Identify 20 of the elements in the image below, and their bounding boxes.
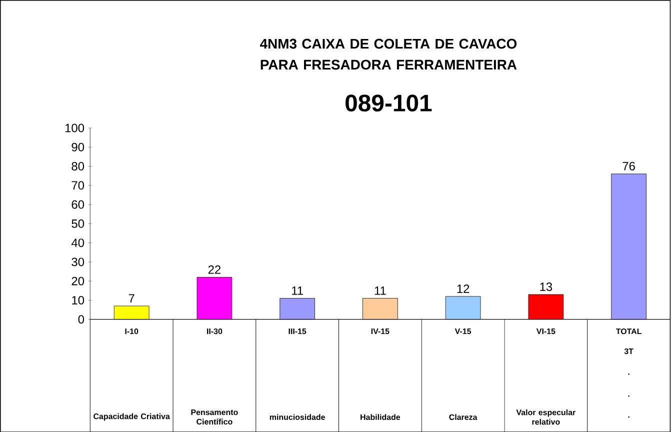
y-tick-label: 50 [72,219,84,228]
data-label: 22 [208,265,221,274]
data-label: 76 [622,162,635,170]
y-tick-label: 30 [72,258,84,266]
data-label: 7 [128,294,134,302]
y-tick-label: 100 [65,124,84,132]
data-label: 11 [292,286,303,295]
data-label: 12 [457,284,470,293]
y-tick-label: 20 [72,276,84,286]
y-tick-label: 80 [72,162,84,170]
data-label: 13 [540,282,552,291]
y-tick-label: 60 [72,200,84,209]
y-tick-label: 0 [78,314,84,324]
y-tick-label: 90 [72,142,84,152]
chart-title: 4NM3 CAIXA DE COLETA DE CAVACO PARA FRESADORA FERRAMENTEIRA [260,38,517,70]
chart-subtitle: 089-101 [346,94,432,112]
y-tick-label: 40 [71,238,84,247]
y-tick-label: 10 [72,296,84,304]
y-tick-label: 70 [72,180,84,190]
data-label: 11 [374,286,386,295]
